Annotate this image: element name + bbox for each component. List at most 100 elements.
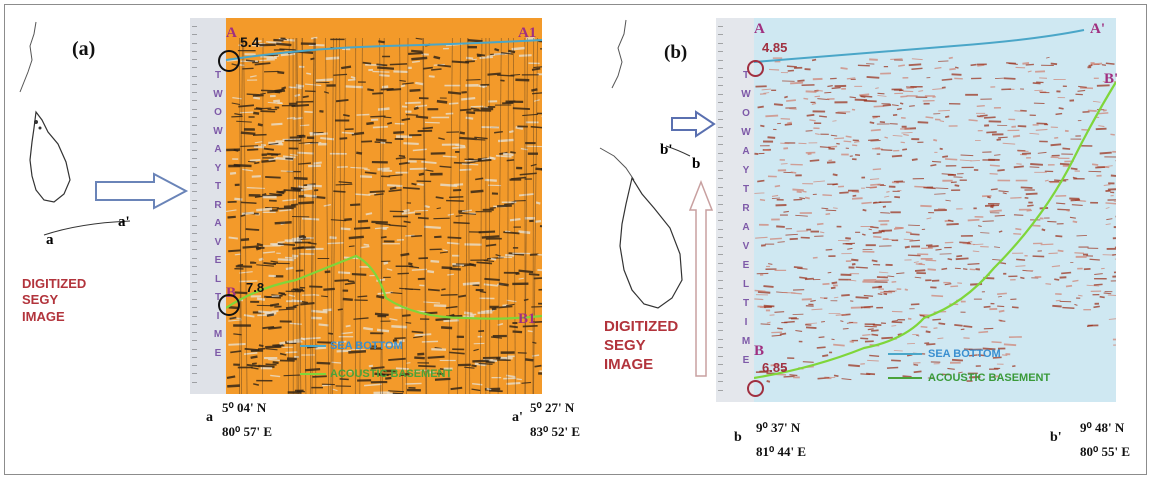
axis-tick: — <box>718 210 723 216</box>
basement-time-a: 7.8 <box>246 280 265 295</box>
legend-basement-a: ACOUSTIC BASEMENT <box>330 368 453 380</box>
axis-title-letter: W <box>213 88 223 100</box>
axis-tick: — <box>192 297 197 303</box>
digitized-line-1: DIGITIZED <box>22 276 87 291</box>
axis-tick: — <box>718 83 723 90</box>
axis-title-letter: T <box>742 184 750 195</box>
marker-b-bottom-right: B' <box>1104 71 1119 87</box>
seabed-time-a: 5.4 <box>240 34 260 50</box>
axis-title-letter: A <box>214 218 222 229</box>
axis-tick: — <box>718 370 723 377</box>
axis-tick: — <box>192 123 197 130</box>
coord-b-end-lon: 80⁰ 55' E <box>1080 444 1130 459</box>
axis-tick: — <box>718 226 723 233</box>
axis-title-letter: T <box>742 70 750 81</box>
axis-tick: — <box>192 330 197 337</box>
legend-b: SEA BOTTOM ACOUSTIC BASEMENT <box>888 348 1050 384</box>
axis-tick: — <box>192 164 197 171</box>
coord-a-start-letter: a <box>206 410 213 425</box>
axis-tick: — <box>718 336 723 343</box>
axis-tick: — <box>192 222 197 229</box>
axis-title-letter: L <box>214 273 222 285</box>
marker-a-top-left: A <box>226 25 237 41</box>
axis-tick: — <box>718 362 723 369</box>
axis-tick: — <box>718 387 723 394</box>
axis-title-letter: T <box>214 181 222 192</box>
axis-tick: — <box>718 167 723 174</box>
legend-swatch-sea-bottom <box>300 345 326 347</box>
seabed-time-b: 4.85 <box>762 40 788 55</box>
axis-tick: — <box>718 252 723 259</box>
axis-tick: — <box>718 159 723 166</box>
axis-tick: — <box>718 235 723 242</box>
axis-tick: — <box>192 263 197 270</box>
axis-title-letter: W <box>741 89 751 100</box>
axis-tick: — <box>192 90 197 97</box>
circle-seabed-a <box>218 50 240 72</box>
map-label-b: b <box>692 156 701 172</box>
arrow-right-small-icon <box>671 110 716 138</box>
arrow-right-icon <box>95 172 189 210</box>
axis-title-letter: R <box>214 199 222 211</box>
panel-b-label: (b) <box>664 42 688 63</box>
axis-tick: — <box>192 272 197 279</box>
axis-tick: — <box>192 354 197 361</box>
axis-tick: — <box>718 303 723 309</box>
axis-tick: — <box>192 98 197 105</box>
axis-tick: — <box>718 218 723 225</box>
axis-title-letter: T <box>214 292 222 303</box>
map-label-b-prime: b' <box>660 142 673 158</box>
axis-tick: — <box>192 81 197 88</box>
marker-a-bottom-left: B <box>226 285 237 301</box>
axis-tick: — <box>192 346 197 353</box>
coord-a-end-letter: a' <box>512 410 523 425</box>
axis-tick: — <box>718 286 723 293</box>
axis-tick: — <box>192 255 197 262</box>
axis-tick: — <box>718 353 723 360</box>
sri-lanka-map-b <box>599 19 691 309</box>
coord-a-end-lat: 5⁰ 27' N <box>530 400 575 415</box>
legend-swatch-basement <box>300 373 326 375</box>
axis-title-letter: Y <box>214 162 222 174</box>
axis-tick: — <box>718 108 723 115</box>
axis-tick: — <box>192 214 197 221</box>
axis-title-letter: Y <box>742 165 750 176</box>
marker-b-bottom-left: B <box>754 343 765 359</box>
axis-title-letter: I <box>744 317 748 328</box>
axis-title-letter: W <box>213 125 223 137</box>
map-label-a: a <box>46 232 54 248</box>
axis-tick: — <box>718 193 723 200</box>
legend-a: SEA BOTTOM ACOUSTIC BASEMENT <box>300 340 452 380</box>
basement-time-b: 6.85 <box>762 360 788 375</box>
axis-tick: — <box>718 184 723 191</box>
digitized-line-2: SEGY <box>22 292 59 308</box>
axis-tick: — <box>192 32 197 39</box>
circle-basement-a <box>218 294 240 316</box>
digitized-line-1: DIGITIZED <box>604 318 679 335</box>
axis-tick: — <box>718 74 723 81</box>
axis-title-letter: E <box>742 260 750 271</box>
axis-tick: — <box>192 115 197 121</box>
axis-title-letter: W <box>741 127 751 138</box>
marker-b-top-left: A <box>754 21 765 37</box>
digitized-line-2: SEGY <box>604 336 646 354</box>
axis-tick: — <box>718 269 723 276</box>
axis-tick: — <box>192 181 197 188</box>
axis-tick: — <box>192 371 197 378</box>
axis-tick: — <box>192 172 197 179</box>
axis-tick: — <box>192 106 197 113</box>
coord-b-end-letter: b' <box>1050 430 1062 445</box>
axis-tick: — <box>192 189 197 196</box>
axis-title-letter: A <box>742 146 750 157</box>
axis-tick: — <box>718 345 723 352</box>
axis-tick: — <box>192 73 197 80</box>
axis-title-letter: V <box>214 236 222 248</box>
axis-tick: — <box>192 40 197 47</box>
axis-tick: — <box>718 201 723 208</box>
sri-lanka-map-a <box>19 21 71 203</box>
digitized-line-3: IMAGE <box>604 355 654 373</box>
axis-title-letter: A <box>214 144 222 155</box>
axis-title-letter: T <box>742 298 750 309</box>
axis-title-letter: L <box>742 279 750 290</box>
axis-tick: — <box>192 363 197 370</box>
